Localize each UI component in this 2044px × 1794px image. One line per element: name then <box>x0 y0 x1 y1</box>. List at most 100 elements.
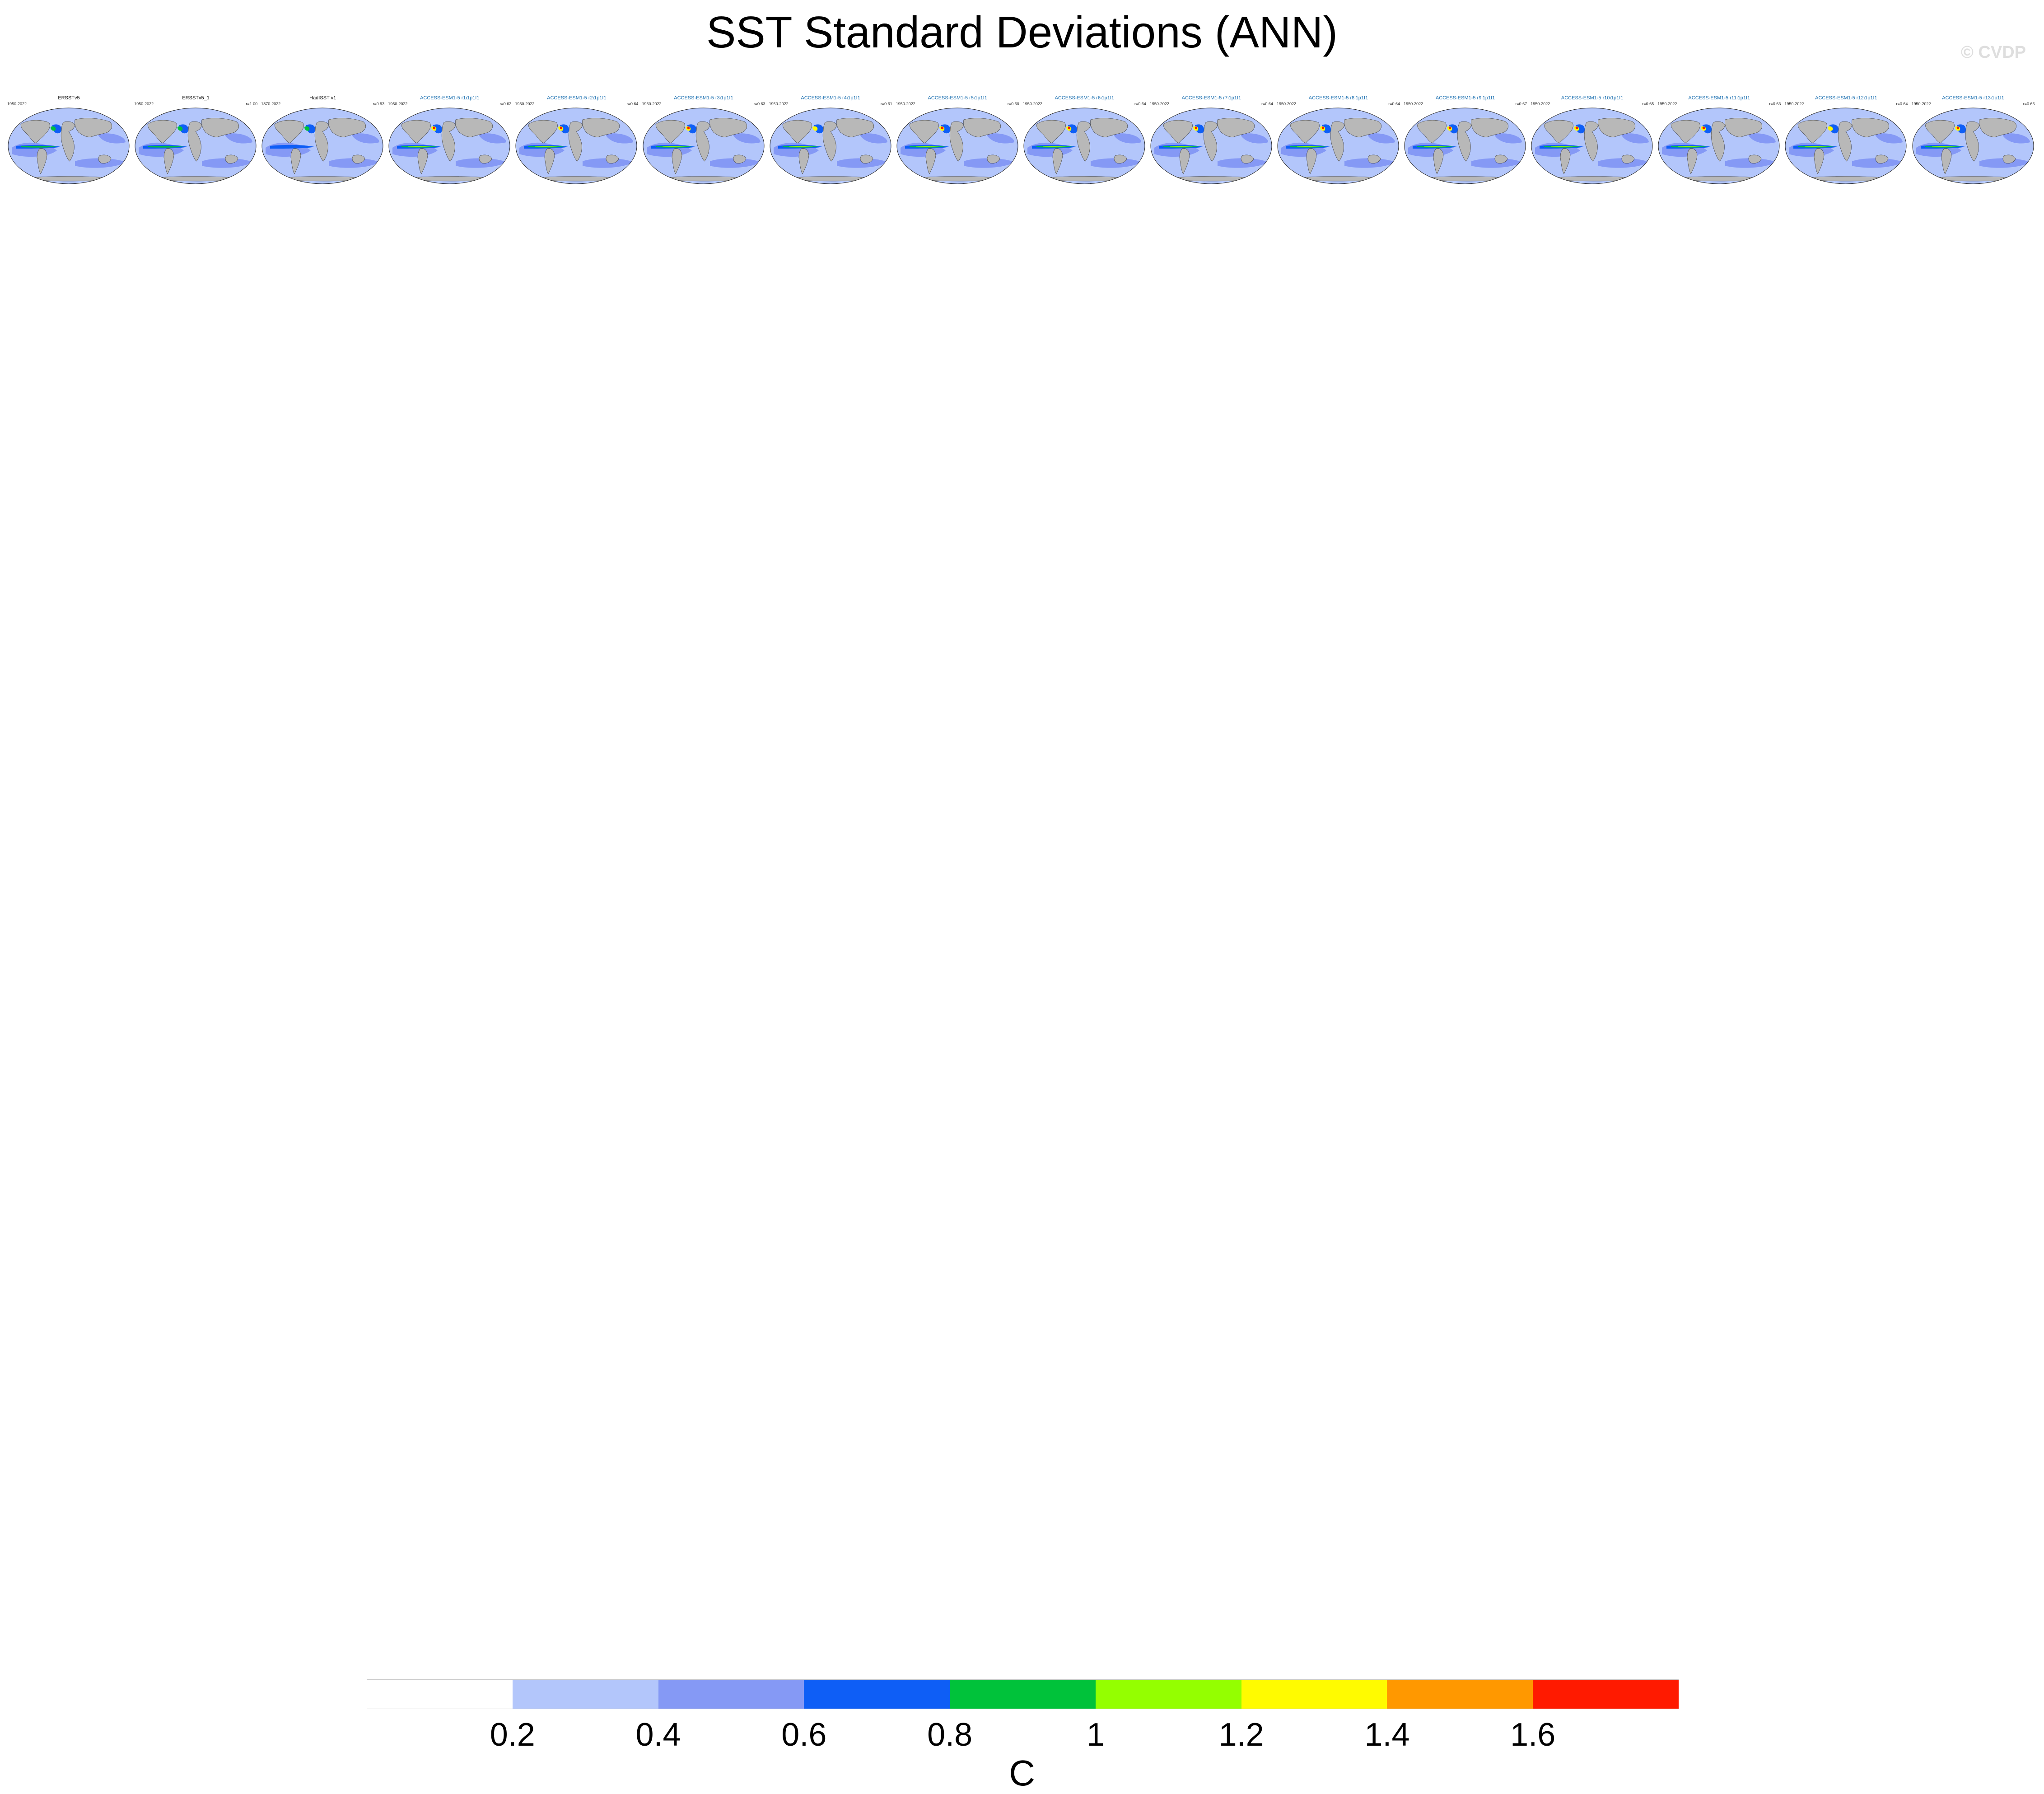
land-mass <box>147 120 177 144</box>
sst-contour-fill <box>1932 146 1956 147</box>
land-mass <box>442 121 456 162</box>
panel-years: 1950-2022 <box>388 102 408 106</box>
land-mass <box>909 120 939 144</box>
sst-std-map <box>1912 107 2034 184</box>
land-mass <box>1876 154 1889 164</box>
panel-years: 1950-2022 <box>1531 102 1550 106</box>
land-mass <box>655 120 685 144</box>
land-mass <box>582 118 620 137</box>
land-mass <box>1217 118 1255 137</box>
sst-contour-fill <box>202 158 253 168</box>
panel-pattern-correlation: r=0.93 <box>373 102 385 106</box>
sst-contour-fill <box>1828 126 1833 131</box>
land-mass <box>1090 118 1128 137</box>
page-title: SST Standard Deviations (ANN) <box>706 7 1338 57</box>
land-mass <box>1052 148 1063 174</box>
panel-pattern-correlation: r=0.63 <box>1769 102 1781 106</box>
sst-contour-fill <box>941 126 943 130</box>
land-mass <box>1457 121 1472 162</box>
panel-years: 1950-2022 <box>1657 102 1677 106</box>
sst-std-map <box>1277 107 1399 184</box>
panel-title: ACCESS-ESM1-5 r9i1p1f1 <box>1435 95 1495 101</box>
sst-contour-fill <box>1703 124 1712 134</box>
sst-contour-fill <box>1956 124 1966 134</box>
sst-contour-fill <box>1979 158 2030 168</box>
land-mass <box>1584 121 1599 162</box>
land-mass <box>1203 121 1218 162</box>
panel-years: 1950-2022 <box>642 102 662 106</box>
map-outline <box>1023 107 1145 184</box>
sst-contour-fill <box>329 158 380 168</box>
land-mass <box>1621 154 1635 164</box>
land-mass <box>1711 121 1726 162</box>
map-panel: ACCESS-ESM1-5 r5i1p1f1 1950-2022 r=0.60 <box>895 95 1020 190</box>
map-panel: ACCESS-ESM1-5 r1i1p1f1 1950-2022 r=0.62 <box>387 95 512 190</box>
sst-contour-fill <box>1195 126 1198 130</box>
colorbar-tick-label: 1 <box>1086 1717 1105 1753</box>
sst-contour-fill <box>179 124 189 134</box>
land-mass <box>1344 118 1382 137</box>
colorbar-tick-label: 0.8 <box>927 1717 973 1753</box>
sst-contour-fill <box>1725 158 1776 168</box>
sst-contour-fill <box>560 126 563 130</box>
colorbar-tick-label: 0.6 <box>781 1717 827 1753</box>
map-outline <box>135 107 257 184</box>
colorbar-tick-label: 1.6 <box>1510 1717 1556 1753</box>
map-outline <box>896 107 1018 184</box>
sst-contour-fill <box>662 146 686 147</box>
sst-contour-fill <box>1068 124 1077 134</box>
sst-contour-fill <box>1217 158 1268 168</box>
panel-pattern-correlation: r=0.64 <box>1896 102 1908 106</box>
land-mass <box>1076 121 1091 162</box>
panel-title: ACCESS-ESM1-5 r2i1p1f1 <box>547 95 607 101</box>
land-mass <box>1814 148 1825 174</box>
panel-title: ERSSTv5 <box>58 95 80 101</box>
panel-years: 1950-2022 <box>1911 102 1931 106</box>
land-mass <box>1748 154 1762 164</box>
sst-contour-fill <box>687 126 690 130</box>
panel-title: ERSSTv5_1 <box>182 95 210 101</box>
sst-contour-fill <box>963 158 1014 168</box>
sst-contour-fill <box>859 133 887 144</box>
sst-contour-fill <box>1367 133 1395 144</box>
colorbar-units: C <box>1009 1753 1035 1793</box>
sst-contour-fill <box>1829 124 1839 134</box>
map-outline <box>261 107 383 184</box>
sst-contour-fill <box>52 124 61 134</box>
land-mass <box>1494 154 1508 164</box>
land-mass <box>1798 120 1828 144</box>
sst-contour-fill <box>433 126 436 130</box>
panel-years: 1950-2022 <box>134 102 154 106</box>
map-outline <box>643 107 764 184</box>
land-mass <box>822 121 837 162</box>
sst-contour-fill <box>1090 158 1141 168</box>
sst-contour-fill <box>560 124 569 134</box>
sst-std-map <box>261 107 383 184</box>
land-mass <box>2002 154 2016 164</box>
sst-contour-fill <box>21 145 57 148</box>
sst-contour-fill <box>1321 126 1325 130</box>
sst-contour-fill <box>986 133 1014 144</box>
sst-contour-fill <box>1195 124 1204 134</box>
land-mass <box>1433 148 1444 174</box>
sst-contour-fill <box>687 124 696 134</box>
sst-contour-fill <box>1678 146 1702 147</box>
land-mass <box>352 154 365 164</box>
land-mass <box>925 148 936 174</box>
land-mass <box>1163 120 1193 144</box>
sst-std-map <box>8 107 130 184</box>
panel-title: ACCESS-ESM1-5 r6i1p1f1 <box>1055 95 1115 101</box>
sst-contour-fill <box>1297 146 1321 147</box>
sst-contour-fill <box>75 158 126 168</box>
panel-title: ACCESS-ESM1-5 r10i1p1f1 <box>1561 95 1624 101</box>
map-outline <box>1785 107 1907 184</box>
panel-pattern-correlation: r=0.65 <box>1642 102 1654 106</box>
sst-contour-fill <box>1494 133 1522 144</box>
land-mass <box>75 118 112 137</box>
panel-pattern-correlation: r=0.63 <box>753 102 765 106</box>
sst-std-map <box>1023 107 1145 184</box>
sst-contour-fill <box>456 158 507 168</box>
land-mass <box>1544 120 1573 144</box>
map-panel: ACCESS-ESM1-5 r3i1p1f1 1950-2022 r=0.63 <box>641 95 766 190</box>
land-mass <box>733 154 746 164</box>
